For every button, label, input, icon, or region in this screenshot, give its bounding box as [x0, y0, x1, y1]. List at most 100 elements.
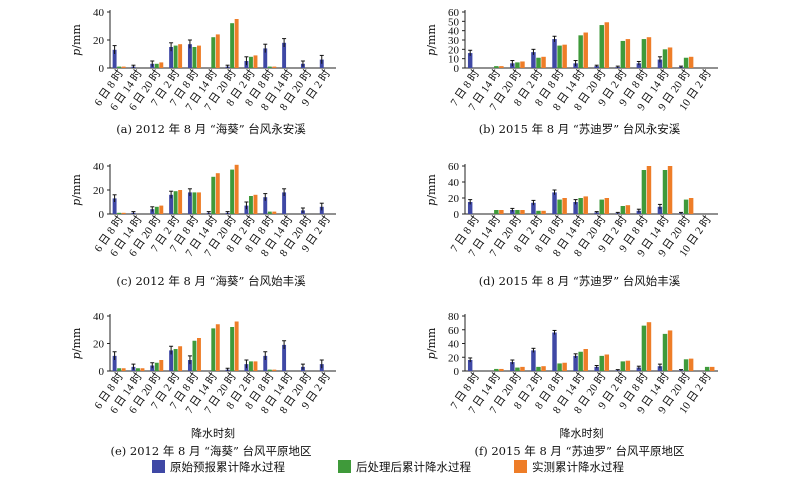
bar — [499, 210, 504, 214]
y-tick-label: 40 — [93, 7, 105, 19]
bar — [683, 199, 689, 214]
bar — [187, 44, 192, 68]
bar — [282, 344, 287, 372]
bar — [467, 202, 473, 214]
bar — [667, 47, 673, 68]
bar — [536, 366, 541, 372]
y-tick-label: 40 — [448, 339, 460, 351]
bar — [267, 211, 272, 214]
bar — [117, 212, 122, 214]
bar — [215, 324, 220, 371]
y-tick-label: 20 — [93, 339, 105, 351]
bar — [657, 206, 663, 214]
y-tick-label: 40 — [448, 26, 460, 38]
bar — [112, 355, 117, 372]
bar — [192, 340, 197, 371]
bar — [253, 55, 258, 68]
panel-caption: (f) 2015 年 8 月 “苏迪罗” 台风平原地区 — [474, 444, 684, 458]
bar — [625, 39, 631, 68]
bar — [140, 368, 145, 371]
bar — [282, 42, 287, 68]
legend: 原始预报累计降水过程 后处理后累计降水过程 实测累计降水过程 — [152, 460, 624, 474]
bar — [230, 327, 235, 371]
panel-caption: (e) 2012 年 8 月 “海葵” 台风平原地区 — [110, 444, 311, 458]
bar — [211, 328, 216, 372]
bar — [599, 25, 604, 68]
bar — [709, 366, 715, 372]
bar — [541, 366, 546, 371]
y-tick-label: 60 — [448, 161, 460, 173]
bar — [515, 367, 520, 371]
bar — [583, 196, 588, 214]
bar — [494, 66, 499, 68]
bar — [531, 202, 536, 214]
bar — [267, 369, 272, 372]
bar — [515, 62, 520, 68]
bar — [192, 192, 197, 214]
bar — [230, 23, 235, 68]
y-tick-label: 20 — [448, 193, 460, 205]
bar — [641, 325, 647, 372]
bar — [583, 32, 588, 68]
panel-caption: (c) 2012 年 8 月 “海葵” 台风始丰溪 — [116, 274, 306, 288]
bar — [688, 198, 694, 214]
bar — [620, 40, 626, 68]
y-axis-title: p/mm — [70, 174, 83, 206]
bar — [520, 210, 525, 214]
bar — [573, 202, 578, 214]
bar — [215, 34, 220, 68]
bar — [169, 47, 174, 68]
bar — [625, 360, 631, 371]
bar — [272, 369, 277, 372]
bar — [573, 355, 578, 372]
bar — [562, 198, 567, 214]
bar — [173, 191, 178, 214]
bar — [636, 367, 642, 371]
bar — [117, 66, 122, 68]
bar — [536, 210, 541, 214]
bar — [248, 361, 253, 372]
y-tick-label: 20 — [93, 185, 105, 197]
bar — [244, 205, 249, 214]
bar — [541, 56, 546, 68]
bar — [667, 330, 673, 371]
y-tick-label: 0 — [99, 63, 105, 75]
bar — [253, 361, 258, 372]
y-tick-label: 0 — [454, 366, 460, 378]
bar — [604, 198, 610, 214]
bar — [557, 199, 562, 214]
bar — [683, 57, 689, 68]
bar — [467, 53, 473, 68]
bar — [510, 210, 515, 214]
bar — [178, 190, 183, 214]
bar — [187, 192, 192, 214]
bar — [173, 45, 178, 68]
y-tick-label: 0 — [99, 209, 105, 221]
bar — [646, 322, 652, 371]
bar — [234, 321, 239, 371]
bar — [662, 333, 668, 372]
y-axis-title: p/mm — [425, 24, 438, 56]
bar — [620, 361, 626, 372]
bar — [688, 56, 694, 68]
bar — [578, 35, 583, 68]
bar — [499, 368, 504, 371]
bar — [234, 164, 239, 214]
bar — [515, 210, 520, 214]
bar — [578, 198, 583, 214]
bar — [657, 59, 663, 68]
bar — [159, 360, 164, 371]
x-axis-title: 降水时刻 — [560, 426, 604, 440]
y-tick-label: 20 — [448, 352, 460, 364]
bar — [599, 199, 604, 214]
legend-swatch-postprocessed — [338, 460, 351, 473]
bar — [578, 351, 583, 371]
y-tick-label: 0 — [454, 63, 460, 75]
y-tick-label: 40 — [448, 177, 460, 189]
bar — [599, 355, 604, 372]
bar — [230, 169, 235, 214]
bar — [282, 192, 287, 214]
